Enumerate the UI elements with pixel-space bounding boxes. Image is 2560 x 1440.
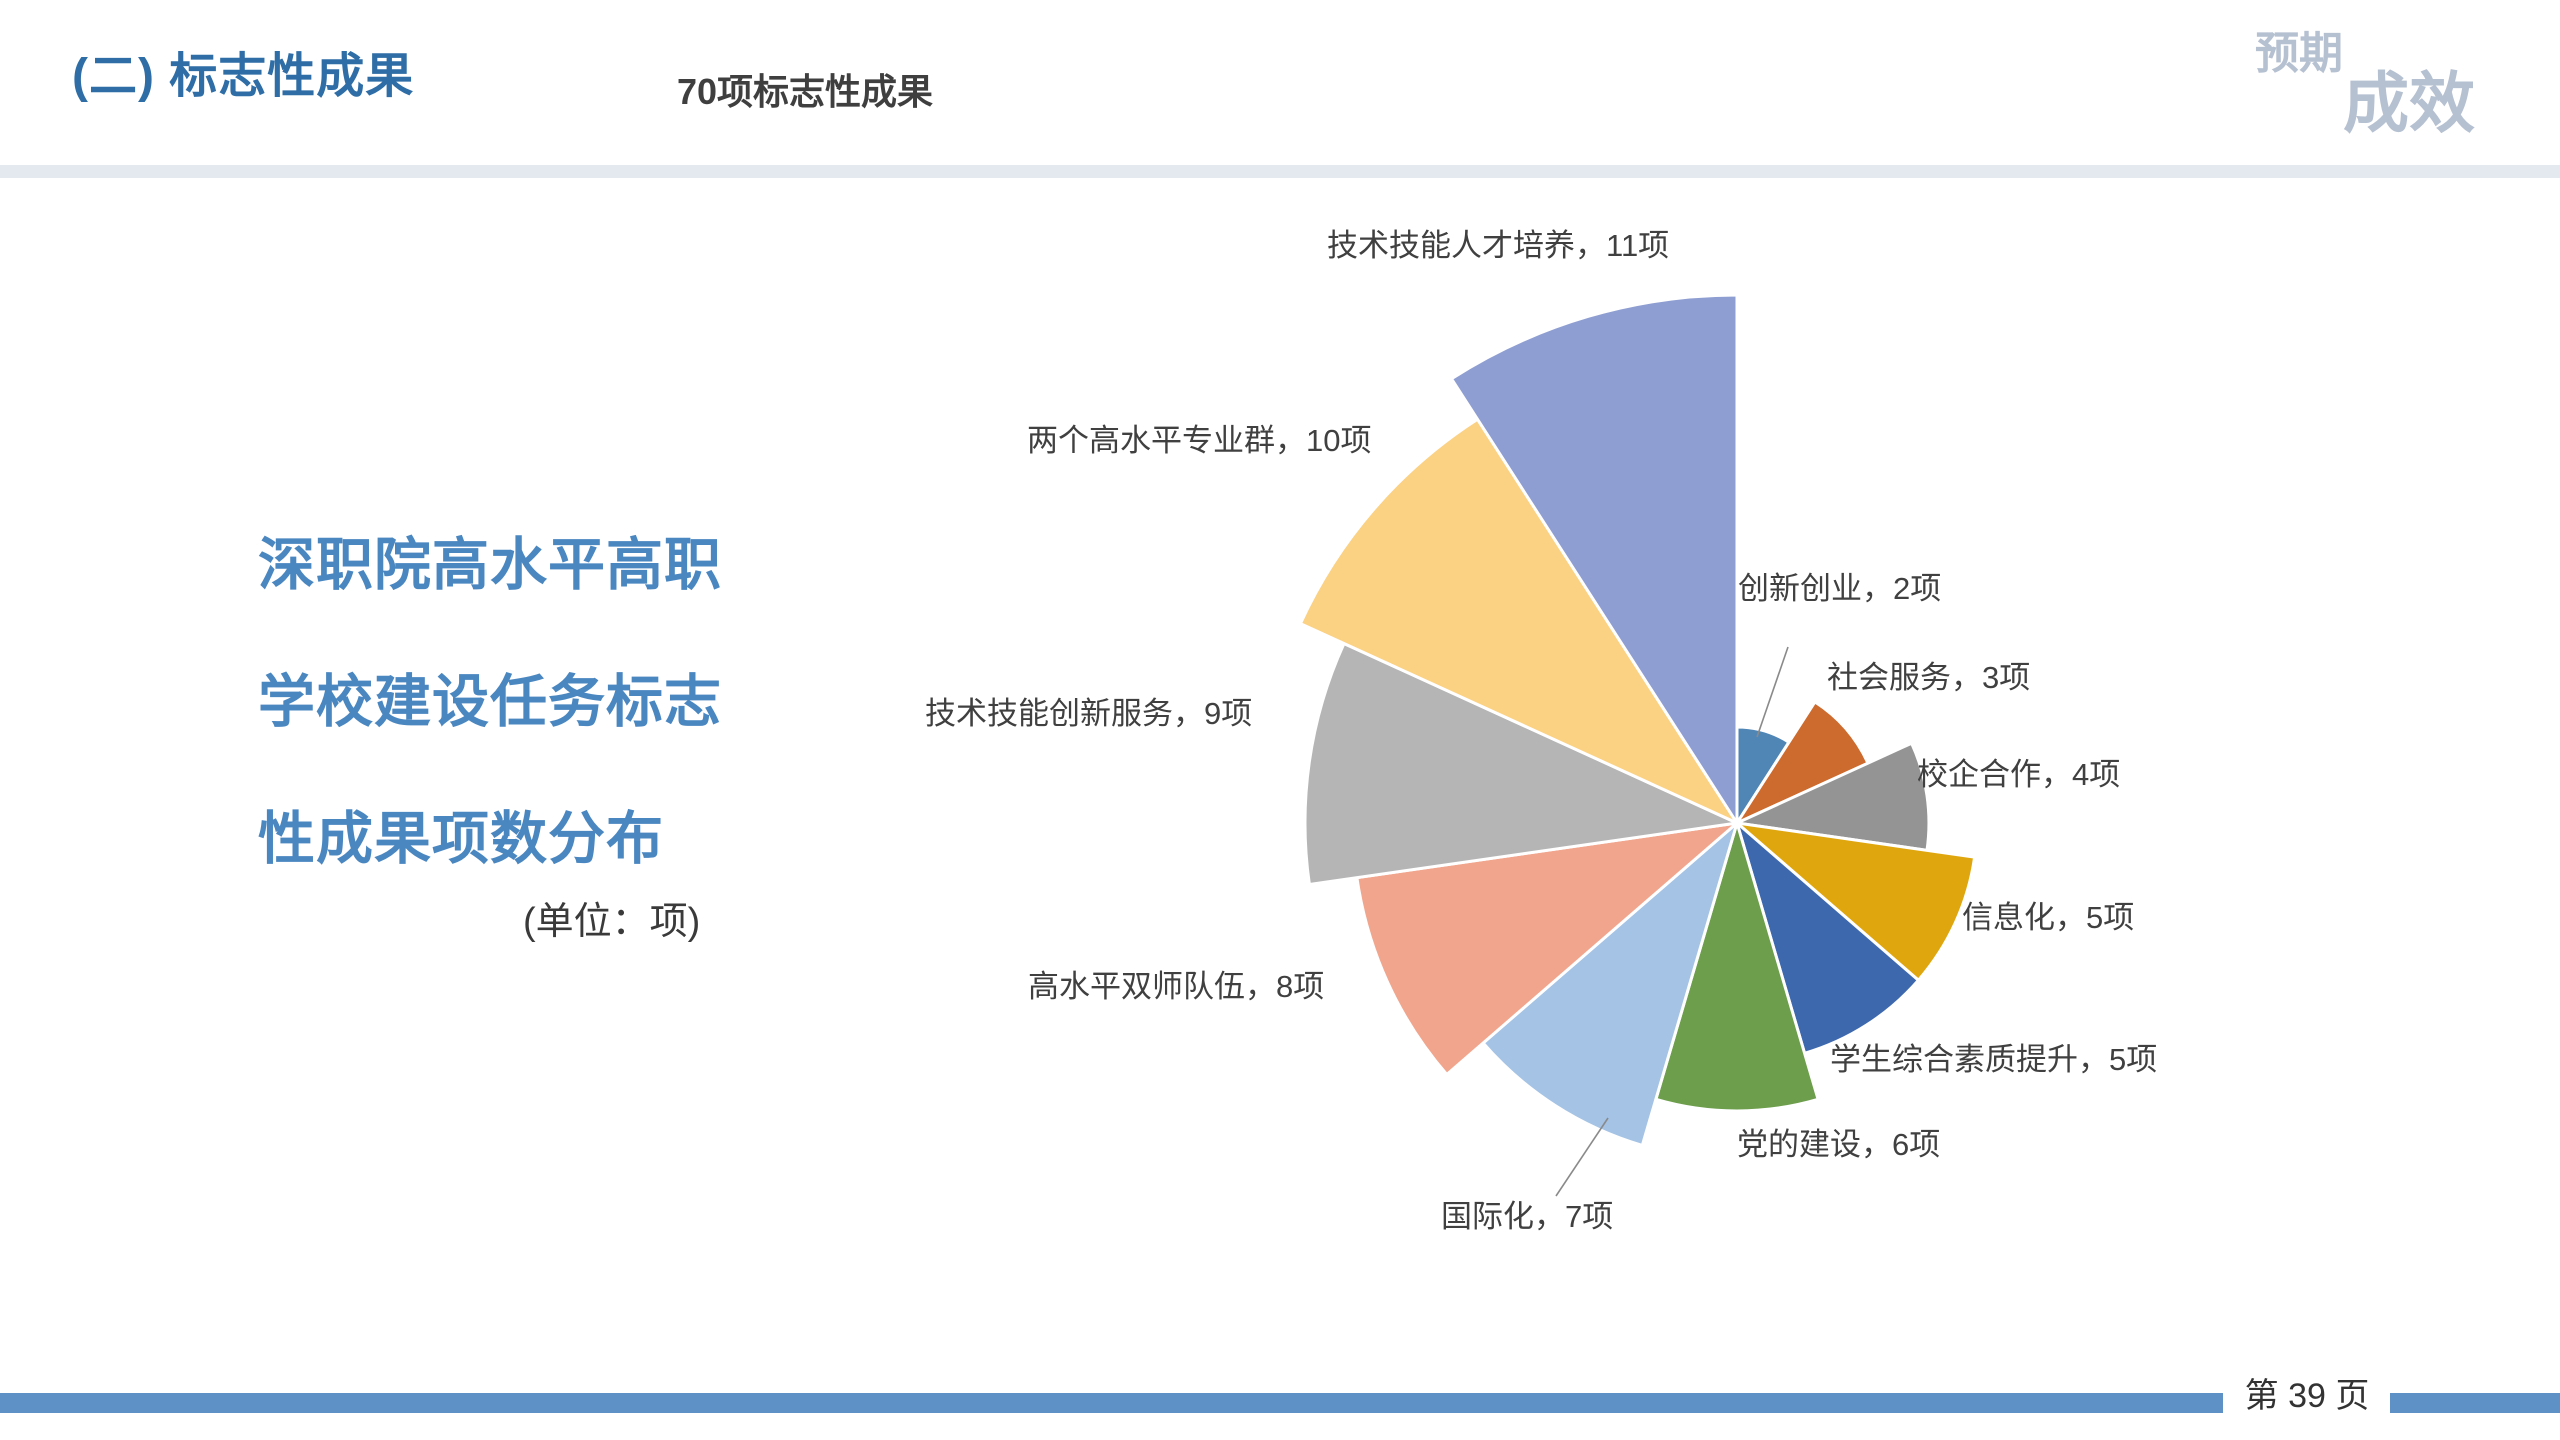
chart-title: 深职院高水平高职 学校建设任务标志 性成果项数分布: [258, 533, 722, 871]
slice-label-两个高水平专业群: 两个高水平专业群，10项: [1027, 423, 1372, 458]
label-leader-line: [1555, 1117, 1609, 1197]
slice-label-信息化: 信息化，5项: [1962, 900, 2135, 935]
footer-bar-left: [0, 1393, 2223, 1413]
slice-label-学生综合素质提升: 学生综合素质提升，5项: [1830, 1042, 2158, 1077]
slice-label-高水平双师队伍: 高水平双师队伍，8项: [1028, 969, 1325, 1004]
corner-watermark-line2: 成效: [2343, 66, 2475, 140]
slice-label-技术技能创新服务: 技术技能创新服务，9项: [925, 696, 1253, 731]
rose-slice-高水平双师队伍: [1355, 821, 1739, 1076]
section-title: (二) 标志性成果: [72, 50, 415, 103]
rose-slice-校企合作: [1735, 741, 1931, 852]
rose-slice-技术技能人才培养: [1450, 293, 1739, 825]
page-number: 第 39 页: [2244, 1377, 2370, 1415]
header-divider-band: [0, 165, 2560, 178]
rose-slice-两个高水平专业群: [1298, 417, 1739, 825]
rose-slice-党的建设: [1654, 821, 1820, 1113]
slice-label-技术技能人才培养: 技术技能人才培养，11项: [1327, 228, 1670, 263]
unit-note: (单位：项): [523, 901, 701, 943]
header-subtitle: 70项标志性成果: [677, 71, 934, 112]
corner-watermark-line1: 预期: [2255, 29, 2343, 78]
rose-slice-信息化: [1735, 821, 1977, 982]
slice-label-社会服务: 社会服务，3项: [1827, 660, 2031, 695]
slice-label-国际化: 国际化，7项: [1441, 1199, 1614, 1234]
rose-slice-国际化: [1481, 821, 1739, 1147]
label-leader-line: [1756, 646, 1789, 738]
footer-bar-right: [2390, 1393, 2560, 1413]
slice-label-党的建设: 党的建设，6项: [1737, 1127, 1941, 1162]
slice-label-校企合作: 校企合作，4项: [1917, 757, 2121, 792]
rose-slice-学生综合素质提升: [1735, 821, 1920, 1055]
rose-slice-社会服务: [1735, 700, 1870, 825]
slice-label-创新创业: 创新创业，2项: [1738, 571, 1942, 606]
rose-slice-技术技能创新服务: [1303, 642, 1739, 886]
